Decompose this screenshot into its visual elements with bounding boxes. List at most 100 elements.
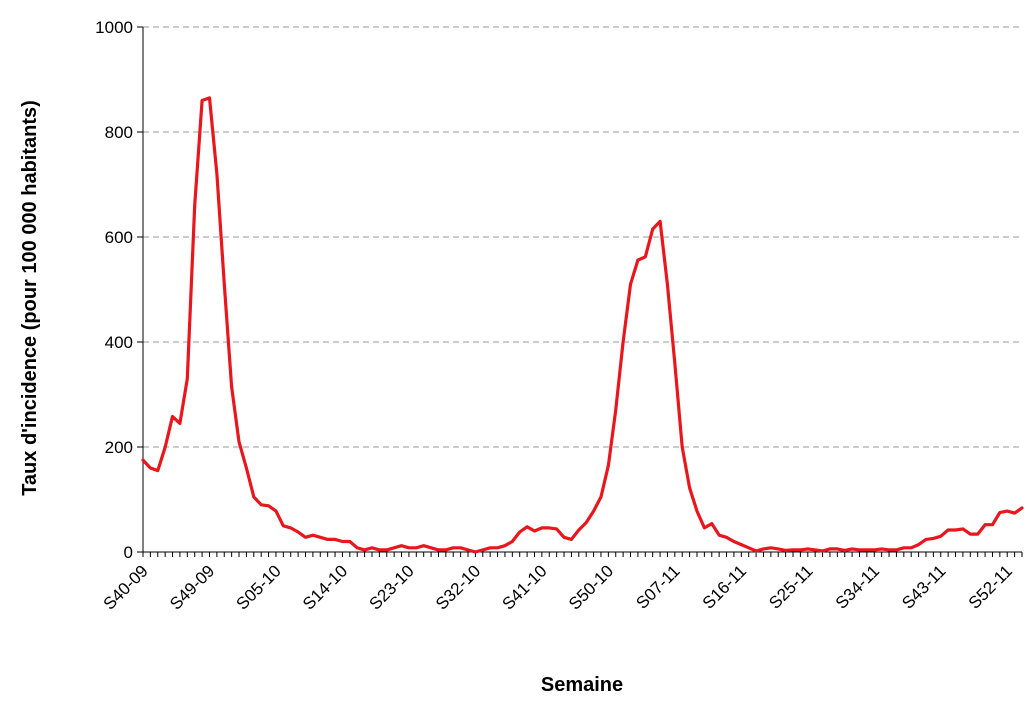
data-point <box>584 521 588 524</box>
data-point <box>422 544 425 547</box>
data-point <box>141 458 145 462</box>
x-tick-label: S25-11 <box>765 561 816 612</box>
data-point <box>341 540 344 543</box>
data-point <box>636 258 640 262</box>
data-point <box>311 534 315 537</box>
data-point <box>363 548 366 552</box>
data-point <box>666 283 669 286</box>
data-point <box>171 415 174 418</box>
data-point <box>466 548 470 552</box>
data-point <box>880 547 883 551</box>
data-point <box>887 548 891 552</box>
data-point <box>621 340 625 344</box>
data-point <box>607 464 610 467</box>
x-tick-label: S07-11 <box>632 561 683 612</box>
x-tick-label: S32-10 <box>432 561 484 613</box>
data-point <box>917 543 920 546</box>
data-point <box>799 548 802 552</box>
data-point <box>725 536 728 539</box>
data-point <box>385 548 388 552</box>
data-point <box>503 544 507 547</box>
data-point <box>481 548 484 552</box>
data-point <box>178 422 182 425</box>
data-point <box>695 509 699 513</box>
data-point <box>274 509 278 513</box>
data-point <box>282 524 285 527</box>
y-tick-label: 800 <box>105 123 133 142</box>
data-point <box>193 204 196 207</box>
data-point <box>289 526 292 530</box>
data-point <box>644 255 647 259</box>
data-point <box>673 361 677 365</box>
data-point <box>474 550 477 554</box>
data-point <box>555 527 558 531</box>
data-point <box>348 540 352 543</box>
data-point <box>592 509 595 513</box>
data-point <box>910 546 913 549</box>
data-point <box>267 504 270 507</box>
data-point <box>850 547 854 551</box>
data-point <box>356 546 359 549</box>
x-tick-label: S16-11 <box>699 561 750 612</box>
data-point <box>932 537 935 540</box>
data-point <box>629 283 632 286</box>
y-tick-labels: 0 200 400 600 800 1000 <box>95 18 143 562</box>
x-tick-label: S40-09 <box>100 561 152 613</box>
x-tick-label: S05-10 <box>233 561 285 613</box>
data-point <box>961 527 965 531</box>
data-point <box>754 549 758 553</box>
y-tick-label: 200 <box>105 438 133 457</box>
data-point <box>525 525 529 528</box>
data-point <box>821 549 824 553</box>
data-point <box>828 547 832 551</box>
x-tick-label: S23-10 <box>366 561 418 613</box>
data-point <box>732 540 736 543</box>
data-point <box>651 227 654 231</box>
data-point <box>149 466 152 470</box>
y-tick-label: 0 <box>124 543 133 562</box>
data-point <box>836 547 839 551</box>
data-points <box>141 96 1024 554</box>
data-point <box>762 547 765 551</box>
x-tick-label: S14-10 <box>299 561 351 613</box>
data-point <box>186 377 189 380</box>
data-point <box>813 548 817 552</box>
data-point <box>939 535 942 538</box>
data-point <box>658 220 662 223</box>
data-point <box>1006 509 1009 513</box>
data-point <box>296 530 300 534</box>
data-point <box>259 503 263 506</box>
y-tick-label: 600 <box>105 228 133 247</box>
data-point <box>599 495 603 499</box>
data-point <box>333 538 337 541</box>
x-tick-label: S34-11 <box>832 561 883 612</box>
data-point <box>378 548 381 552</box>
data-point <box>976 532 979 536</box>
data-point <box>681 445 684 449</box>
data-point <box>777 547 780 551</box>
data-point <box>858 548 861 552</box>
data-point <box>1020 506 1024 510</box>
x-tick-label: S41-10 <box>498 561 550 613</box>
data-point <box>400 544 403 547</box>
data-point <box>518 530 521 534</box>
data-point <box>163 445 167 449</box>
data-point <box>902 546 906 549</box>
data-point <box>208 96 211 100</box>
data-point <box>570 538 573 541</box>
data-point <box>577 528 581 532</box>
data-point <box>215 172 219 176</box>
x-tick-layer: S40-09 S49-09 S05-10 S14-10 S23-10 S32-10 S41-… <box>100 552 1023 614</box>
data-point <box>895 548 898 552</box>
y-axis-title: Taux d'incidence (pour 100 000 habitants… <box>19 100 41 496</box>
data-point <box>496 546 499 549</box>
data-point <box>252 495 255 499</box>
x-tick-label: S49-09 <box>166 561 218 613</box>
data-point <box>873 548 876 552</box>
data-point <box>326 538 329 541</box>
data-point <box>1013 511 1016 515</box>
data-point <box>415 546 418 549</box>
data-point <box>769 546 773 549</box>
data-point <box>245 466 248 470</box>
data-point <box>223 283 226 286</box>
